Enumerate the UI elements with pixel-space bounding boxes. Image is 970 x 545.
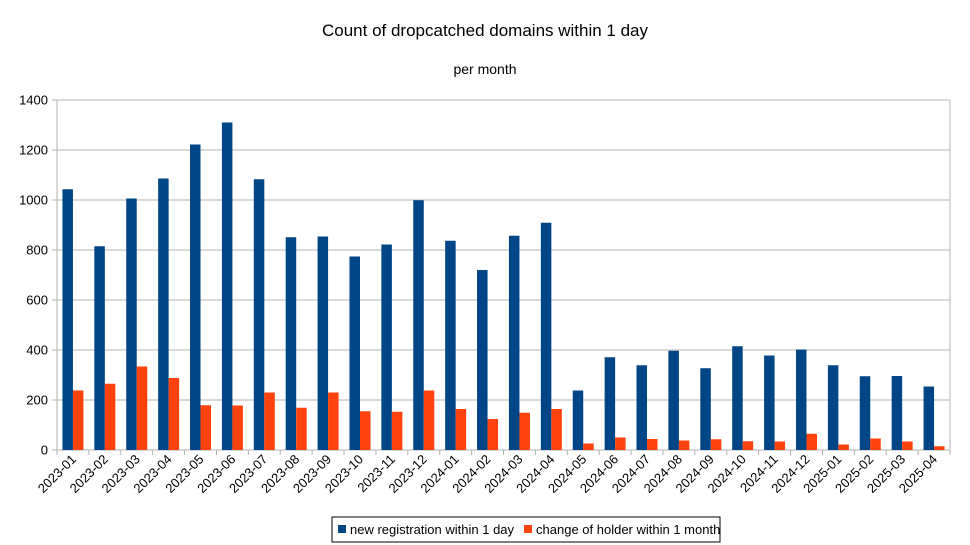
bar-new-registration-2023-01 <box>62 189 73 450</box>
bar-change-of-holder-2023-05 <box>200 405 212 450</box>
bar-new-registration-2024-06 <box>604 357 616 450</box>
bar-new-registration-2024-08 <box>668 350 679 450</box>
chart-subtitle: per month <box>453 61 516 77</box>
bar-new-registration-2024-05 <box>572 390 584 450</box>
bar-new-registration-2025-02 <box>859 376 871 450</box>
bar-change-of-holder-2023-09 <box>328 392 339 450</box>
bar-change-of-holder-2023-12 <box>423 390 435 450</box>
bar-new-registration-2024-11 <box>764 355 775 450</box>
y-tick-label: 200 <box>26 393 48 408</box>
bar-new-registration-2023-11 <box>381 244 392 450</box>
bar-change-of-holder-2023-10 <box>359 411 371 450</box>
bar-change-of-holder-2023-07 <box>264 392 275 450</box>
bar-change-of-holder-2023-06 <box>232 405 243 450</box>
bar-change-of-holder-2024-02 <box>487 419 499 450</box>
y-tick-label: 1200 <box>19 143 48 158</box>
legend-swatch-change-of-holder <box>524 525 533 533</box>
bar-change-of-holder-2023-01 <box>72 390 84 450</box>
y-tick-label: 400 <box>26 343 48 358</box>
bar-change-of-holder-2023-03 <box>136 366 148 450</box>
bar-change-of-holder-2024-10 <box>742 441 754 450</box>
legend-label-new-registration: new registration within 1 day <box>350 522 515 537</box>
bar-new-registration-2024-01 <box>445 240 456 450</box>
bar-change-of-holder-2023-04 <box>168 378 180 450</box>
chart-title: Count of dropcatched domains within 1 da… <box>322 21 649 40</box>
bar-change-of-holder-2024-08 <box>678 440 690 450</box>
bar-new-registration-2025-01 <box>827 365 839 450</box>
bar-change-of-holder-2025-02 <box>870 438 881 450</box>
bar-new-registration-2023-05 <box>190 144 201 450</box>
bar-new-registration-2025-04 <box>923 386 935 450</box>
y-tick-label: 0 <box>41 443 48 458</box>
bar-new-registration-2024-09 <box>700 368 711 450</box>
bar-new-registration-2023-03 <box>126 198 137 450</box>
bar-change-of-holder-2024-03 <box>519 412 530 450</box>
bar-change-of-holder-2025-04 <box>934 446 945 450</box>
bar-new-registration-2023-09 <box>317 236 329 450</box>
bar-new-registration-2024-12 <box>795 349 807 450</box>
y-tick-label: 600 <box>26 293 48 308</box>
legend: new registration within 1 day change of h… <box>331 516 721 543</box>
bar-new-registration-2023-12 <box>413 200 424 450</box>
bar-change-of-holder-2025-03 <box>902 441 913 450</box>
bar-new-registration-2023-07 <box>253 179 265 450</box>
bar-new-registration-2024-10 <box>732 346 743 450</box>
bar-new-registration-2024-03 <box>508 235 520 450</box>
bar-new-registration-2024-07 <box>636 365 648 450</box>
gridlines <box>57 99 950 451</box>
bar-change-of-holder-2024-06 <box>615 437 626 450</box>
bars <box>62 122 945 450</box>
y-tick-label: 1400 <box>19 93 48 108</box>
bar-new-registration-2023-02 <box>94 246 105 450</box>
bar-change-of-holder-2024-11 <box>774 441 786 450</box>
bar-new-registration-2024-04 <box>540 222 552 450</box>
bar-change-of-holder-2024-09 <box>710 439 722 450</box>
bar-new-registration-2024-02 <box>477 270 488 450</box>
bar-change-of-holder-2023-08 <box>296 407 307 450</box>
bar-change-of-holder-2023-11 <box>391 411 403 450</box>
bar-change-of-holder-2024-07 <box>647 439 658 450</box>
bar-change-of-holder-2024-04 <box>551 409 562 450</box>
bar-new-registration-2023-06 <box>221 122 233 450</box>
bar-change-of-holder-2025-01 <box>838 444 849 450</box>
bar-new-registration-2023-10 <box>349 256 360 450</box>
bar-new-registration-2023-04 <box>158 178 169 450</box>
legend-label-change-of-holder: change of holder within 1 month <box>536 522 720 537</box>
bar-new-registration-2023-08 <box>285 237 297 450</box>
legend-swatch-new-registration <box>338 525 346 533</box>
y-tick-label: 800 <box>26 243 48 258</box>
bar-change-of-holder-2024-01 <box>455 409 467 450</box>
bar-new-registration-2025-03 <box>891 376 903 450</box>
bar-change-of-holder-2023-02 <box>104 383 116 450</box>
bar-change-of-holder-2024-05 <box>583 443 594 450</box>
bar-change-of-holder-2024-12 <box>806 433 817 450</box>
y-tick-label: 1000 <box>19 193 48 208</box>
